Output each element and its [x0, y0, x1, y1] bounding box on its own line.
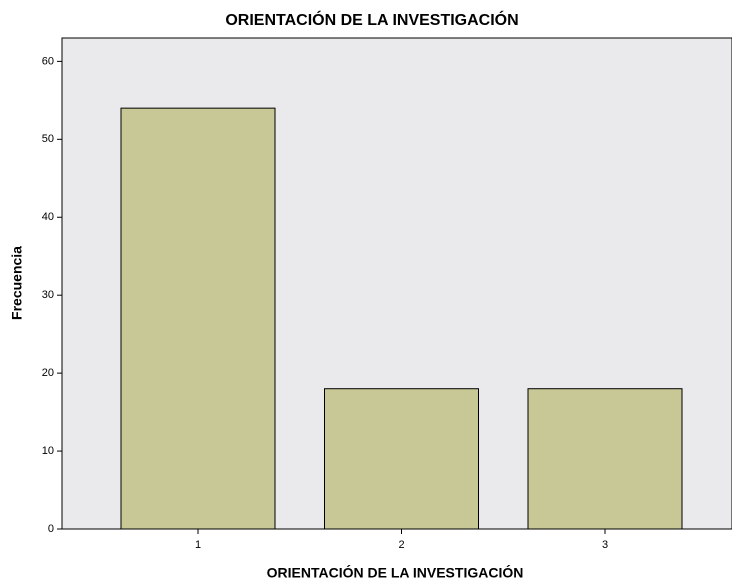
- y-tick-label: 20: [42, 367, 54, 379]
- y-tick-label: 40: [42, 211, 54, 223]
- bar: [324, 388, 479, 530]
- y-axis-title: Frecuencia: [9, 246, 25, 320]
- y-tick-label: 60: [42, 55, 54, 67]
- x-axis-title: ORIENTACIÓN DE LA INVESTIGACIÓN: [267, 564, 524, 581]
- y-tick-label: 0: [48, 523, 54, 535]
- bar: [120, 107, 276, 530]
- y-tick-label: 10: [42, 445, 54, 457]
- x-tick-label: 1: [195, 539, 201, 551]
- x-tick-label: 2: [398, 539, 404, 551]
- y-tick-label: 50: [42, 133, 54, 145]
- x-tick-label: 3: [602, 539, 608, 551]
- chart-title: ORIENTACIÓN DE LA INVESTIGACIÓN: [225, 10, 518, 29]
- bar: [527, 388, 683, 530]
- y-tick-label: 30: [42, 289, 54, 301]
